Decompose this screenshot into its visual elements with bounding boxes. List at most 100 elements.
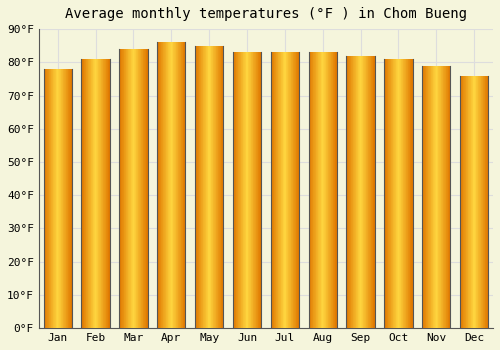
Bar <box>356 56 357 328</box>
Bar <box>60 69 62 328</box>
Bar <box>319 52 320 328</box>
Bar <box>406 59 407 328</box>
Bar <box>94 59 95 328</box>
Bar <box>182 42 184 328</box>
Bar <box>317 52 318 328</box>
Bar <box>238 52 239 328</box>
Bar <box>219 46 220 328</box>
Bar <box>404 59 405 328</box>
Bar <box>392 59 394 328</box>
Bar <box>439 65 440 328</box>
Bar <box>198 46 199 328</box>
Bar <box>440 65 441 328</box>
Bar <box>208 46 209 328</box>
Bar <box>357 56 358 328</box>
Bar <box>200 46 202 328</box>
Bar <box>309 52 310 328</box>
Bar <box>255 52 256 328</box>
Bar <box>398 59 399 328</box>
Bar <box>210 46 212 328</box>
Bar <box>285 52 286 328</box>
Bar <box>85 59 86 328</box>
Bar <box>282 52 284 328</box>
Bar <box>146 49 147 328</box>
Bar <box>88 59 89 328</box>
Bar <box>249 52 250 328</box>
Bar <box>384 59 385 328</box>
Bar <box>218 46 219 328</box>
Bar <box>207 46 208 328</box>
Bar <box>288 52 289 328</box>
Bar <box>466 76 467 328</box>
Bar <box>425 65 426 328</box>
Bar <box>402 59 404 328</box>
Bar <box>355 56 356 328</box>
Bar <box>221 46 222 328</box>
Bar <box>44 69 45 328</box>
Bar <box>138 49 139 328</box>
Bar <box>158 42 159 328</box>
Bar <box>399 59 400 328</box>
Bar <box>64 69 65 328</box>
Bar <box>487 76 488 328</box>
Bar <box>291 52 292 328</box>
Bar <box>165 42 166 328</box>
Bar <box>96 59 97 328</box>
Bar <box>125 49 126 328</box>
Bar <box>396 59 397 328</box>
Bar <box>467 76 468 328</box>
Bar <box>463 76 464 328</box>
Bar <box>279 52 280 328</box>
Bar <box>100 59 102 328</box>
Bar <box>348 56 349 328</box>
Bar <box>248 52 249 328</box>
Bar <box>144 49 145 328</box>
Bar <box>136 49 137 328</box>
Bar <box>170 42 172 328</box>
Bar <box>437 65 438 328</box>
Bar <box>470 76 472 328</box>
Bar <box>318 52 319 328</box>
Bar <box>58 69 59 328</box>
Bar <box>220 46 221 328</box>
Bar <box>284 52 285 328</box>
Bar <box>350 56 352 328</box>
Bar <box>86 59 87 328</box>
Bar <box>259 52 260 328</box>
Bar <box>87 59 88 328</box>
Bar <box>68 69 69 328</box>
Bar <box>54 69 55 328</box>
Bar <box>98 59 99 328</box>
Bar <box>286 52 287 328</box>
Bar <box>422 65 423 328</box>
Bar <box>330 52 331 328</box>
Bar <box>476 76 477 328</box>
Bar <box>407 59 408 328</box>
Bar <box>256 52 257 328</box>
Bar <box>217 46 218 328</box>
Bar <box>370 56 371 328</box>
Bar <box>472 76 474 328</box>
Bar <box>166 42 167 328</box>
Bar <box>139 49 140 328</box>
Bar <box>90 59 92 328</box>
Bar <box>70 69 71 328</box>
Bar <box>445 65 446 328</box>
Bar <box>107 59 108 328</box>
Bar <box>129 49 130 328</box>
Bar <box>233 52 234 328</box>
Bar <box>294 52 295 328</box>
Bar <box>67 69 68 328</box>
Bar <box>298 52 299 328</box>
Bar <box>92 59 94 328</box>
Bar <box>295 52 296 328</box>
Bar <box>204 46 205 328</box>
Bar <box>108 59 109 328</box>
Bar <box>160 42 162 328</box>
Bar <box>119 49 120 328</box>
Bar <box>314 52 315 328</box>
Bar <box>212 46 214 328</box>
Bar <box>475 76 476 328</box>
Bar <box>429 65 430 328</box>
Bar <box>469 76 470 328</box>
